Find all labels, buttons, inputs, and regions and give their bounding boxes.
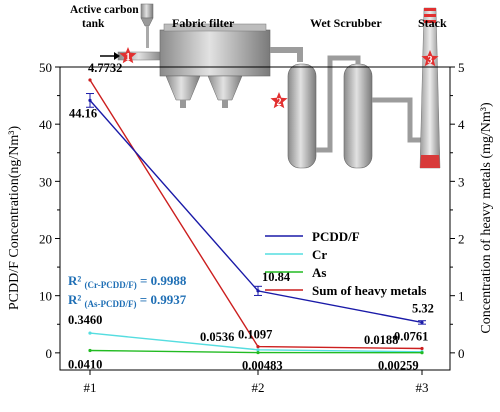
right-tick-label-0: 0 bbox=[458, 346, 465, 361]
r2-as-annotation: R² (As-PCDD/F) = 0.9937 bbox=[68, 292, 187, 310]
data-point bbox=[420, 320, 424, 325]
sampling-point-2: 2 bbox=[270, 92, 288, 109]
wet-scrubber bbox=[287, 55, 425, 169]
right-tick-label-4: 4 bbox=[458, 117, 465, 132]
fabric-filter bbox=[159, 23, 271, 108]
left-tick-label-10: 10 bbox=[39, 289, 52, 304]
star-marker bbox=[421, 50, 439, 67]
process-diagram: Active carbon tank Fabric filter Wet Scr… bbox=[70, 3, 447, 169]
x-tick-label: #2 bbox=[252, 380, 265, 395]
stack bbox=[419, 7, 441, 169]
x-tick-label: #1 bbox=[84, 380, 97, 395]
left-tick-label-0: 0 bbox=[46, 346, 53, 361]
legend: PCDD/F Cr As Sum of heavy metals bbox=[265, 229, 426, 298]
active-carbon-tank bbox=[140, 3, 154, 48]
r2-cr-annotation: R² (Cr-PCDD/F) = 0.9988 bbox=[68, 273, 187, 291]
data-label: 0.00259 bbox=[378, 359, 419, 373]
label-fabric-filter: Fabric filter bbox=[172, 16, 235, 30]
data-label: 10.84 bbox=[262, 270, 291, 284]
data-point bbox=[88, 331, 92, 335]
plot-frame bbox=[59, 66, 451, 371]
data-point bbox=[256, 350, 260, 355]
data-label: 0.1097 bbox=[238, 328, 272, 342]
data-label: 44.16 bbox=[69, 106, 97, 120]
legend-label-pcdd: PCDD/F bbox=[312, 229, 360, 244]
data-label: 4.7732 bbox=[88, 61, 122, 75]
left-tick-label-50: 50 bbox=[39, 60, 52, 75]
svg-text:2: 2 bbox=[277, 97, 282, 108]
right-tick-label-1: 1 bbox=[458, 289, 465, 304]
label-active-carbon-tank: tank bbox=[82, 18, 105, 30]
x-tick-label: #3 bbox=[416, 380, 429, 395]
right-y-axis: 0 1 2 3 4 5 bbox=[450, 60, 465, 361]
right-tick-label-3: 3 bbox=[458, 174, 465, 189]
data-point bbox=[420, 351, 424, 355]
legend-label-as: As bbox=[312, 265, 326, 280]
data-point bbox=[88, 78, 92, 82]
data-point bbox=[256, 344, 260, 349]
data-point bbox=[88, 98, 92, 102]
data-point bbox=[256, 289, 260, 293]
label-wet-scrubber: Wet Scrubber bbox=[310, 16, 382, 30]
inflow-arrow bbox=[100, 52, 120, 60]
data-point bbox=[420, 346, 424, 351]
data-label: 0.0761 bbox=[394, 329, 428, 343]
x-axis: #1 #2 #3 bbox=[84, 370, 429, 395]
left-tick-label-30: 30 bbox=[39, 174, 52, 189]
star-marker bbox=[119, 47, 137, 64]
data-point bbox=[88, 348, 92, 353]
right-tick-label-2: 2 bbox=[458, 232, 465, 247]
series-layer bbox=[86, 78, 426, 355]
left-tick-label-40: 40 bbox=[39, 117, 52, 132]
data-label-layer: 4.7732 44.16 10.84 5.32 0.3460 0.0536 0.1097 0.… bbox=[68, 61, 434, 373]
data-point bbox=[256, 348, 260, 352]
left-tick-label-20: 20 bbox=[39, 232, 52, 247]
right-axis-label: Concentration of heavy metals (mg/Nm³) bbox=[479, 102, 494, 334]
svg-text:3: 3 bbox=[428, 55, 433, 66]
data-label: 5.32 bbox=[412, 301, 434, 315]
data-label: 0.0410 bbox=[68, 358, 102, 372]
data-label: 0.0536 bbox=[200, 330, 234, 344]
right-tick-label-5: 5 bbox=[458, 60, 465, 75]
data-label: 0.0188 bbox=[364, 333, 398, 347]
pipe-to-scrubber bbox=[270, 47, 303, 62]
legend-label-cr: Cr bbox=[312, 247, 327, 262]
sampling-point-1: 1 bbox=[119, 47, 137, 64]
data-label: 0.00483 bbox=[242, 359, 283, 373]
sampling-point-3: 3 bbox=[421, 50, 439, 67]
left-y-axis: 0 10 20 30 40 50 bbox=[39, 60, 60, 361]
label-active-carbon: Active carbon bbox=[70, 4, 139, 16]
star-marker bbox=[270, 92, 288, 109]
left-axis-label: PCDD/F Concentration(ng/Nm³) bbox=[7, 126, 22, 311]
svg-text:1: 1 bbox=[126, 52, 131, 63]
label-stack: Stack bbox=[418, 16, 447, 30]
legend-label-sum: Sum of heavy metals bbox=[312, 283, 426, 298]
data-label: 0.3460 bbox=[68, 313, 102, 327]
